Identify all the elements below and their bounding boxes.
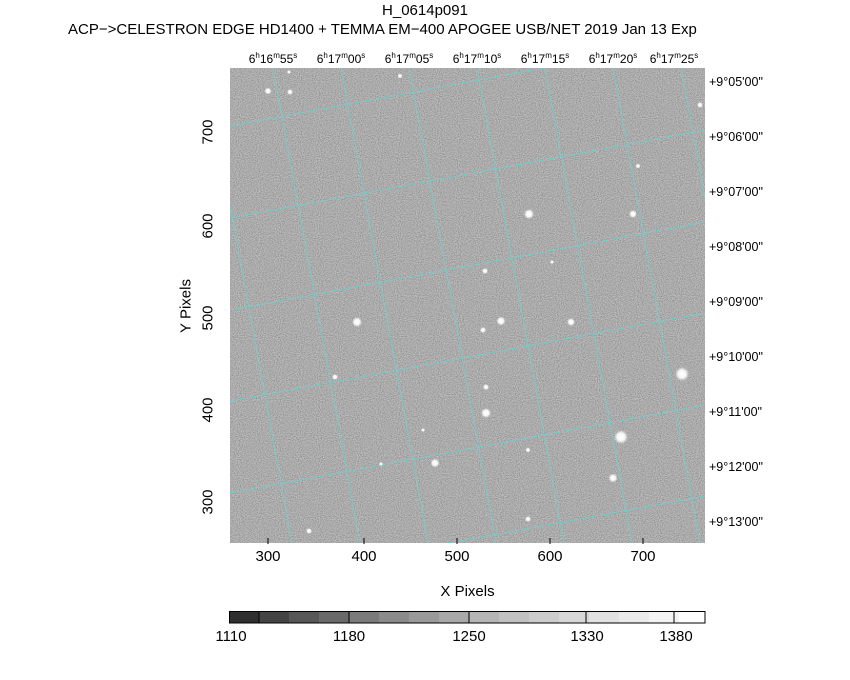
dec-label-8: +9°12'00" <box>709 460 763 474</box>
coordinate-grid <box>230 68 705 543</box>
stars <box>264 70 703 534</box>
dec-label-9: +9°13'00" <box>709 515 763 529</box>
ra-label-7: 6h17m25s <box>649 51 699 66</box>
ra-label-6: 6h17m20s <box>588 51 638 66</box>
star-field-image[interactable] <box>230 68 705 543</box>
y-tick-400: 400 <box>199 397 217 423</box>
ra-label-3: 6h17m05s <box>384 51 434 66</box>
dec-label-6: +9°10'00" <box>709 350 763 364</box>
instrument-subtitle: ACP−>CELESTRON EDGE HD1400 + TEMMA EM−40… <box>68 21 697 38</box>
x-axis-title: X Pixels <box>440 583 495 600</box>
colorbar <box>229 611 706 624</box>
dec-label-3: +9°07'00" <box>709 185 763 199</box>
ra-label-5: 6h17m15s <box>520 51 570 66</box>
sky-noise <box>230 68 705 543</box>
y-tick-600: 600 <box>199 213 217 239</box>
dec-label-5: +9°09'00" <box>709 295 763 309</box>
colorbar-label-1330: 1330 <box>570 628 604 645</box>
dec-label-4: +9°08'00" <box>709 240 763 254</box>
colorbar-label-1380: 1380 <box>659 628 693 645</box>
colorbar-label-1250: 1250 <box>452 628 486 645</box>
x-tick-700: 700 <box>630 548 656 565</box>
colorbar-label-1180: 1180 <box>332 628 366 645</box>
ra-label-1: 6h16m55s <box>248 51 298 66</box>
ra-label-2: 6h17m00s <box>316 51 366 66</box>
dec-label-7: +9°11'00" <box>709 405 762 419</box>
image-title: H_0614p091 <box>382 2 468 19</box>
y-axis-title: Y Pixels <box>177 279 195 333</box>
x-tick-600: 600 <box>537 548 563 565</box>
x-tick-500: 500 <box>444 548 470 565</box>
y-tick-700: 700 <box>199 119 217 145</box>
y-tick-300: 300 <box>199 489 217 515</box>
x-tick-400: 400 <box>351 548 377 565</box>
x-axis-ticks <box>267 538 644 544</box>
dec-label-1: +9°05'00" <box>709 75 763 89</box>
dec-label-2: +9°06'00" <box>709 130 763 144</box>
x-tick-300: 300 <box>255 548 281 565</box>
ra-label-4: 6h17m10s <box>452 51 502 66</box>
y-tick-500: 500 <box>199 305 217 331</box>
colorbar-label-1110: 1110 <box>215 628 247 645</box>
